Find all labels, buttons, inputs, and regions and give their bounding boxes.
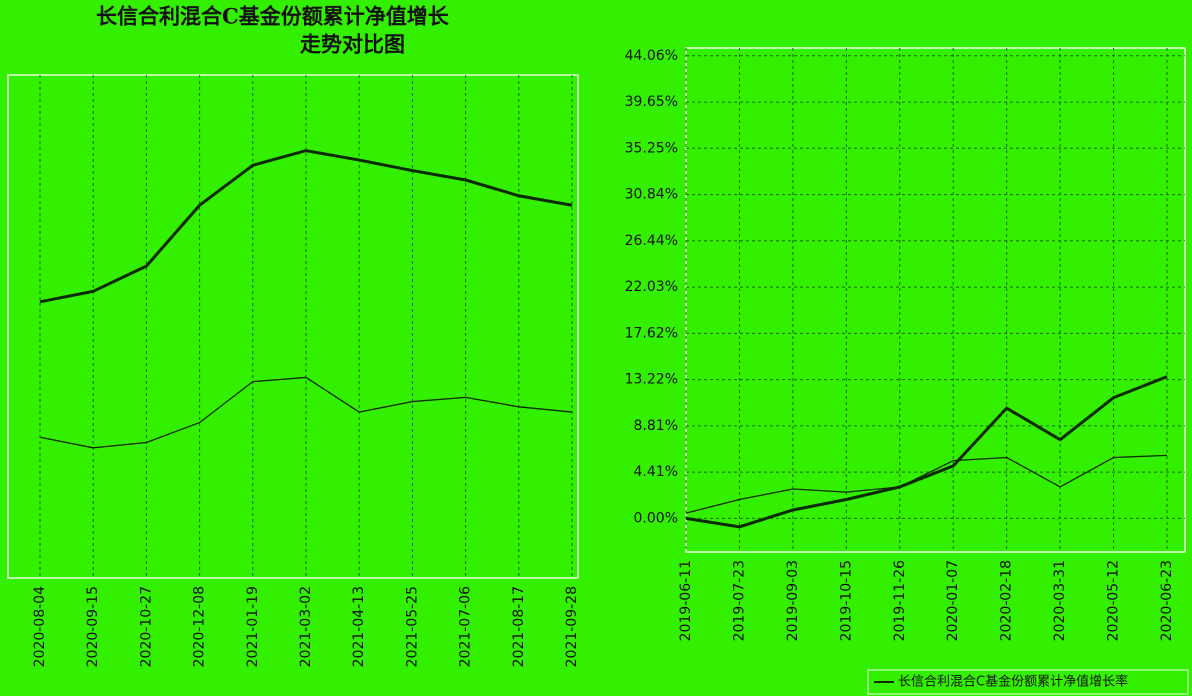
plot-area — [7, 74, 579, 579]
x-tick-label: 2020-01-07 — [945, 560, 961, 641]
data-line — [685, 454, 1168, 514]
x-tick-label: 2020-08-04 — [32, 586, 48, 667]
y-tick-label: 22.03% — [625, 279, 678, 295]
y-tick-label: 4.41% — [634, 464, 678, 480]
x-tick-label: 2021-01-19 — [245, 586, 261, 667]
y-tick-label: 39.65% — [625, 94, 678, 110]
x-tick-label: 2019-07-23 — [731, 560, 747, 641]
x-tick-label: 2021-04-13 — [351, 586, 367, 667]
x-tick-label: 2021-08-17 — [511, 586, 527, 667]
x-tick-label: 2021-03-02 — [298, 586, 314, 667]
y-tick-label: 13.22% — [625, 372, 678, 388]
chart-subtitle: 走势对比图 — [300, 32, 405, 57]
data-line — [39, 149, 573, 304]
legend-label: 长信合利混合C基金份额累计净值增长率 — [898, 674, 1128, 690]
x-tick-label: 2019-06-11 — [678, 560, 694, 641]
x-tick-label: 2019-10-15 — [838, 560, 854, 641]
x-tick-label: 2020-02-18 — [999, 560, 1015, 641]
x-tick-label: 2020-12-08 — [192, 586, 208, 667]
x-tick-label: 2020-09-15 — [85, 586, 101, 667]
x-tick-label: 2020-03-31 — [1052, 560, 1068, 641]
y-tick-label: 26.44% — [625, 233, 678, 249]
legend-box — [867, 669, 1189, 695]
y-tick-label: 35.25% — [625, 140, 678, 156]
y-tick-label: 17.62% — [625, 325, 678, 341]
x-tick-label: 2021-09-28 — [564, 586, 580, 667]
data-line — [685, 375, 1168, 529]
x-tick-label: 2021-07-06 — [458, 586, 474, 667]
y-tick-label: 8.81% — [634, 418, 678, 434]
x-tick-label: 2019-11-26 — [892, 560, 908, 641]
x-tick-label: 2019-09-03 — [785, 560, 801, 641]
x-tick-label: 2020-05-12 — [1106, 560, 1122, 641]
y-tick-label: 44.06% — [625, 48, 678, 64]
chart-title: 长信合利混合C基金份额累计净值增长 — [96, 4, 450, 29]
y-tick-label: 0.00% — [634, 510, 678, 526]
y-tick-label: 30.84% — [625, 187, 678, 203]
x-tick-label: 2020-10-27 — [138, 586, 154, 667]
x-tick-label: 2021-05-25 — [404, 586, 420, 667]
data-line — [39, 376, 573, 449]
x-tick-label: 2020-06-23 — [1159, 560, 1175, 641]
